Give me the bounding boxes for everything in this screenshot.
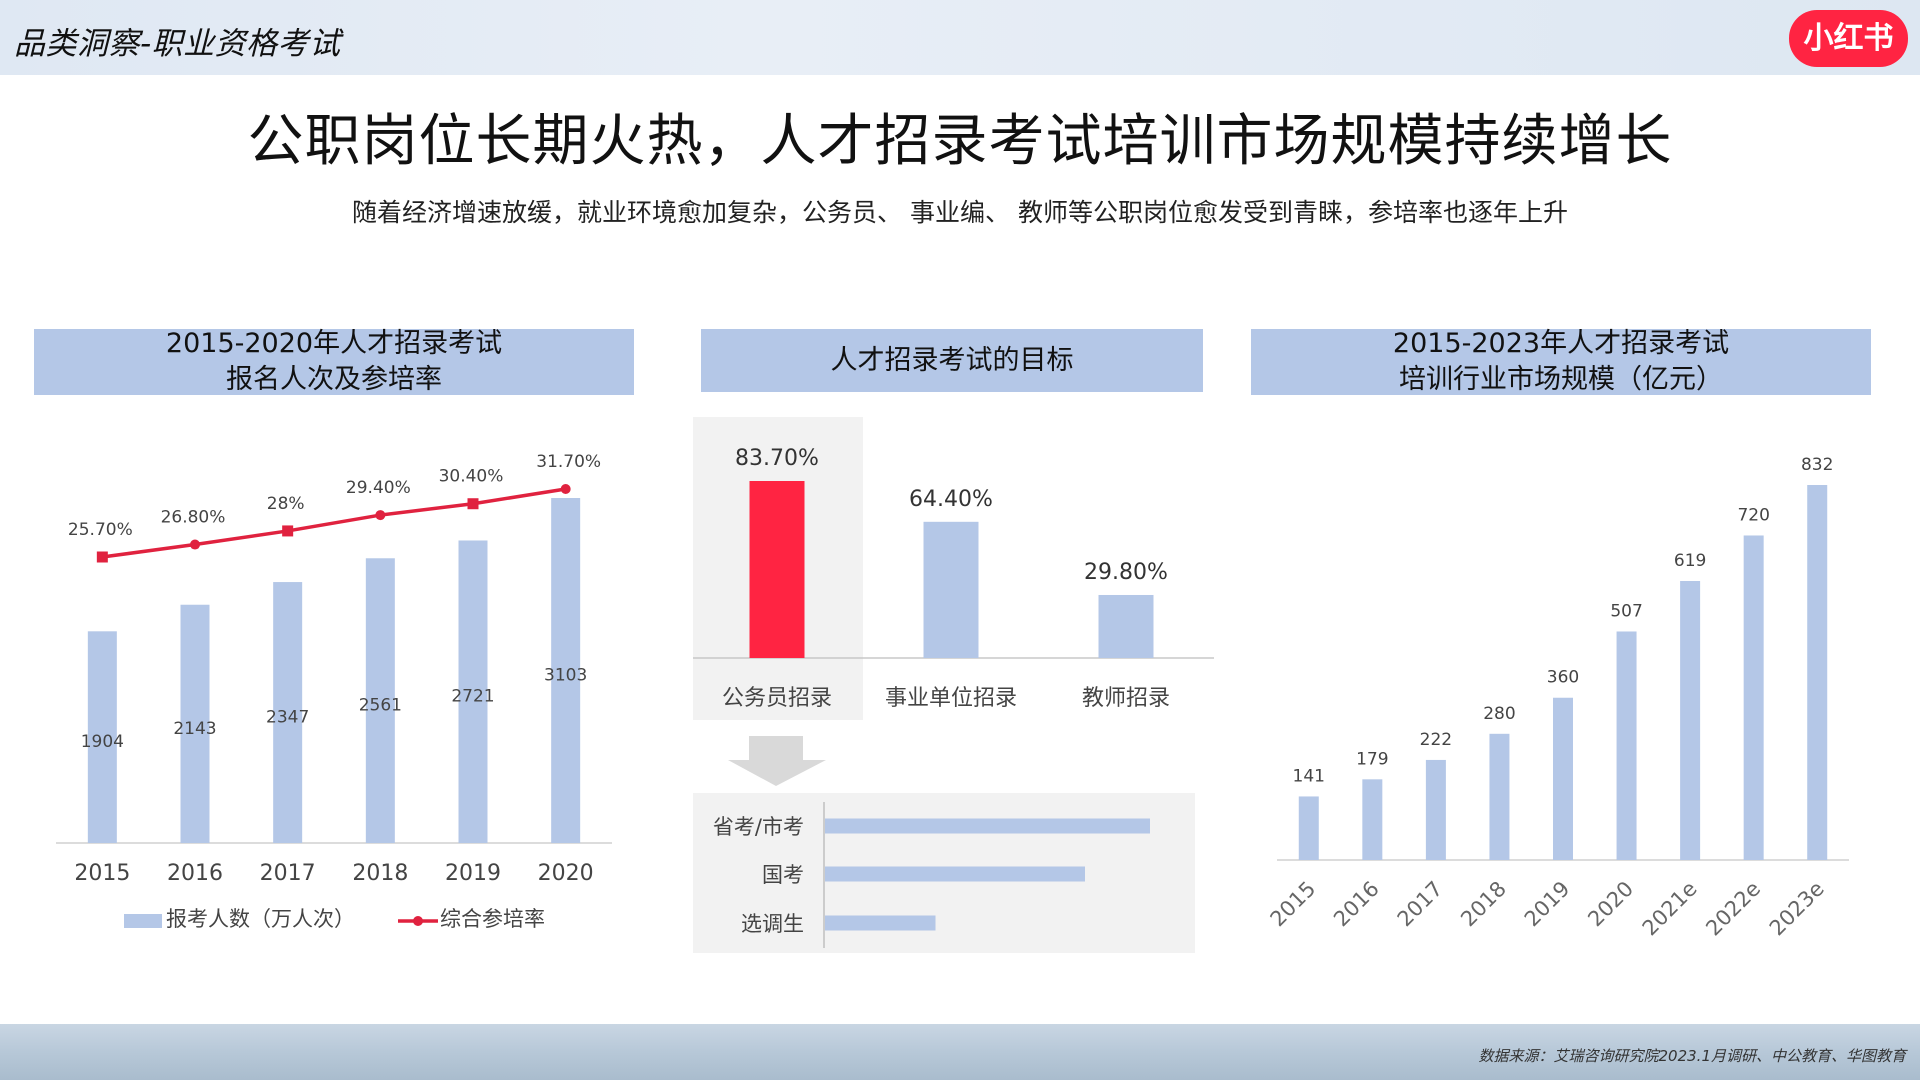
x-tick-label: 2022e bbox=[1701, 877, 1765, 941]
top-bar: 品类洞察-职业资格考试 小红书 bbox=[0, 0, 1920, 75]
page-headline: 公职岗位长期火热，人才招录考试培训市场规模持续增长 bbox=[247, 109, 1673, 174]
x-tick-label: 事业单位招录 bbox=[885, 686, 1017, 711]
participation-marker bbox=[467, 498, 479, 510]
enrollment-bar bbox=[365, 558, 395, 843]
x-tick-label: 2016 bbox=[167, 861, 223, 886]
x-tick-label: 公务员招录 bbox=[722, 686, 832, 711]
left-panel-title: 2015-2020年人才招录考试 报名人次及参培率 bbox=[34, 328, 634, 395]
target-bar bbox=[1098, 594, 1154, 658]
x-tick-label: 2023e bbox=[1765, 877, 1829, 941]
middle-panel-title-text: 人才招录考试的目标 bbox=[830, 344, 1074, 376]
exam-type-bar bbox=[825, 915, 936, 931]
enrollment-bar bbox=[273, 582, 303, 843]
x-tick-label: 2018 bbox=[1456, 877, 1511, 932]
market-size-bar bbox=[1489, 733, 1510, 860]
left-panel-title-line1: 2015-2020年人才招录考试 bbox=[165, 328, 503, 359]
market-size-bar bbox=[1298, 796, 1319, 860]
bar-value-label: 2143 bbox=[173, 719, 216, 739]
bar-value-label: 1904 bbox=[81, 732, 124, 752]
target-bar bbox=[749, 481, 805, 658]
line-value-label: 30.40% bbox=[439, 467, 504, 487]
market-size-bar bbox=[1680, 581, 1701, 860]
bar-value-label: 3103 bbox=[544, 666, 587, 686]
enrollment-bar bbox=[87, 631, 117, 843]
participation-marker bbox=[96, 551, 108, 563]
x-tick-label: 2015 bbox=[1266, 877, 1321, 932]
y-tick-label: 国考 bbox=[762, 863, 804, 887]
down-arrow-icon bbox=[728, 736, 826, 786]
legend-label-enrollment: 报考人数（万人次） bbox=[166, 907, 355, 931]
bar-value-label: 507 bbox=[1610, 601, 1642, 621]
page-subheadline: 随着经济增速放缓，就业环境愈加复杂，公务员、 事业编、 教师等公职岗位愈发受到青… bbox=[352, 198, 1568, 227]
enrollment-bar bbox=[180, 604, 210, 843]
target-chart: 83.70% 公务员招录 64.40% 事业单位招录 29.80% 教师招录 bbox=[693, 417, 1214, 786]
legend-swatch-enrollment bbox=[124, 914, 162, 928]
legend-marker-rate bbox=[413, 916, 423, 926]
market-size-bar bbox=[1425, 759, 1446, 860]
x-tick-label: 2020 bbox=[538, 861, 594, 886]
bar-value-label: 141 bbox=[1293, 766, 1325, 786]
x-tick-label: 教师招录 bbox=[1082, 686, 1170, 711]
right-panel-title: 2015-2023年人才招录考试 培训行业市场规模（亿元） bbox=[1251, 328, 1871, 395]
middle-panel-title: 人才招录考试的目标 bbox=[701, 329, 1203, 392]
exam-type-bar bbox=[825, 818, 1150, 834]
y-tick-label: 选调生 bbox=[741, 912, 804, 936]
bar-value-label: 720 bbox=[1737, 505, 1769, 525]
line-value-label: 29.40% bbox=[346, 478, 411, 498]
line-value-label: 28% bbox=[267, 494, 305, 514]
left-panel-title-line2: 报名人次及参培率 bbox=[226, 364, 442, 395]
participation-marker bbox=[282, 525, 294, 537]
bar-value-label: 179 bbox=[1356, 749, 1388, 769]
exam-type-bar bbox=[825, 866, 1085, 882]
participation-marker bbox=[560, 484, 571, 494]
enrollment-chart: 1904 2015 2143 2016 2347 2017 2561 2018 2721 2019… bbox=[56, 452, 612, 931]
bar-value-label: 83.70% bbox=[735, 446, 819, 471]
bar-value-label: 29.80% bbox=[1084, 560, 1168, 585]
x-tick-label: 2016 bbox=[1329, 877, 1384, 932]
bar-value-label: 64.40% bbox=[909, 487, 993, 512]
bar-value-label: 2561 bbox=[359, 696, 402, 716]
market-size-bar bbox=[1362, 779, 1383, 860]
bar-value-label: 280 bbox=[1483, 704, 1515, 724]
x-tick-label: 2019 bbox=[445, 861, 501, 886]
bar-value-label: 2721 bbox=[451, 687, 494, 707]
bar-value-label: 2347 bbox=[266, 708, 309, 728]
x-tick-label: 2021e bbox=[1638, 877, 1702, 941]
right-panel-title-line2: 培训行业市场规模（亿元） bbox=[1399, 364, 1723, 395]
target-bar bbox=[923, 521, 979, 658]
y-tick-label: 省考/市考 bbox=[713, 815, 804, 839]
xiaohongshu-logo: 小红书 bbox=[1789, 10, 1908, 67]
x-tick-label: 2017 bbox=[260, 861, 316, 886]
bar-value-label: 360 bbox=[1547, 668, 1579, 688]
section-label: 品类洞察-职业资格考试 bbox=[14, 26, 341, 62]
market-size-chart: 141 2015 179 2016 222 2017 280 2018 360 2019 507 20… bbox=[1266, 455, 1849, 940]
x-tick-label: 2018 bbox=[352, 861, 408, 886]
participation-marker bbox=[375, 510, 386, 521]
x-tick-label: 2019 bbox=[1520, 877, 1575, 932]
market-size-bar bbox=[1553, 697, 1573, 860]
x-tick-label: 2015 bbox=[74, 861, 130, 886]
x-tick-label: 2017 bbox=[1393, 877, 1448, 932]
participation-rate-line bbox=[102, 487, 566, 559]
legend-label-rate: 综合参培率 bbox=[440, 907, 545, 931]
data-source-note: 数据来源：艾瑞咨询研究院2023.1月调研、中公教育、华图教育 bbox=[1478, 1047, 1907, 1065]
market-size-bar bbox=[1743, 535, 1764, 860]
bar-value-label: 222 bbox=[1420, 730, 1452, 750]
bar-value-label: 619 bbox=[1674, 551, 1706, 571]
bottom-bar: 数据来源：艾瑞咨询研究院2023.1月调研、中公教育、华图教育 bbox=[0, 1024, 1920, 1080]
participation-marker bbox=[190, 539, 200, 550]
market-size-bar bbox=[1616, 631, 1637, 860]
x-tick-label: 2020 bbox=[1583, 877, 1638, 932]
right-panel-title-line1: 2015-2023年人才招录考试 bbox=[1392, 328, 1730, 359]
line-value-label: 26.80% bbox=[161, 508, 226, 528]
enrollment-bar bbox=[458, 540, 488, 843]
enrollment-bar bbox=[551, 498, 581, 843]
market-size-bar bbox=[1807, 485, 1828, 860]
line-value-label: 31.70% bbox=[536, 452, 601, 472]
line-value-label: 25.70% bbox=[68, 520, 133, 540]
bar-value-label: 832 bbox=[1801, 455, 1833, 475]
